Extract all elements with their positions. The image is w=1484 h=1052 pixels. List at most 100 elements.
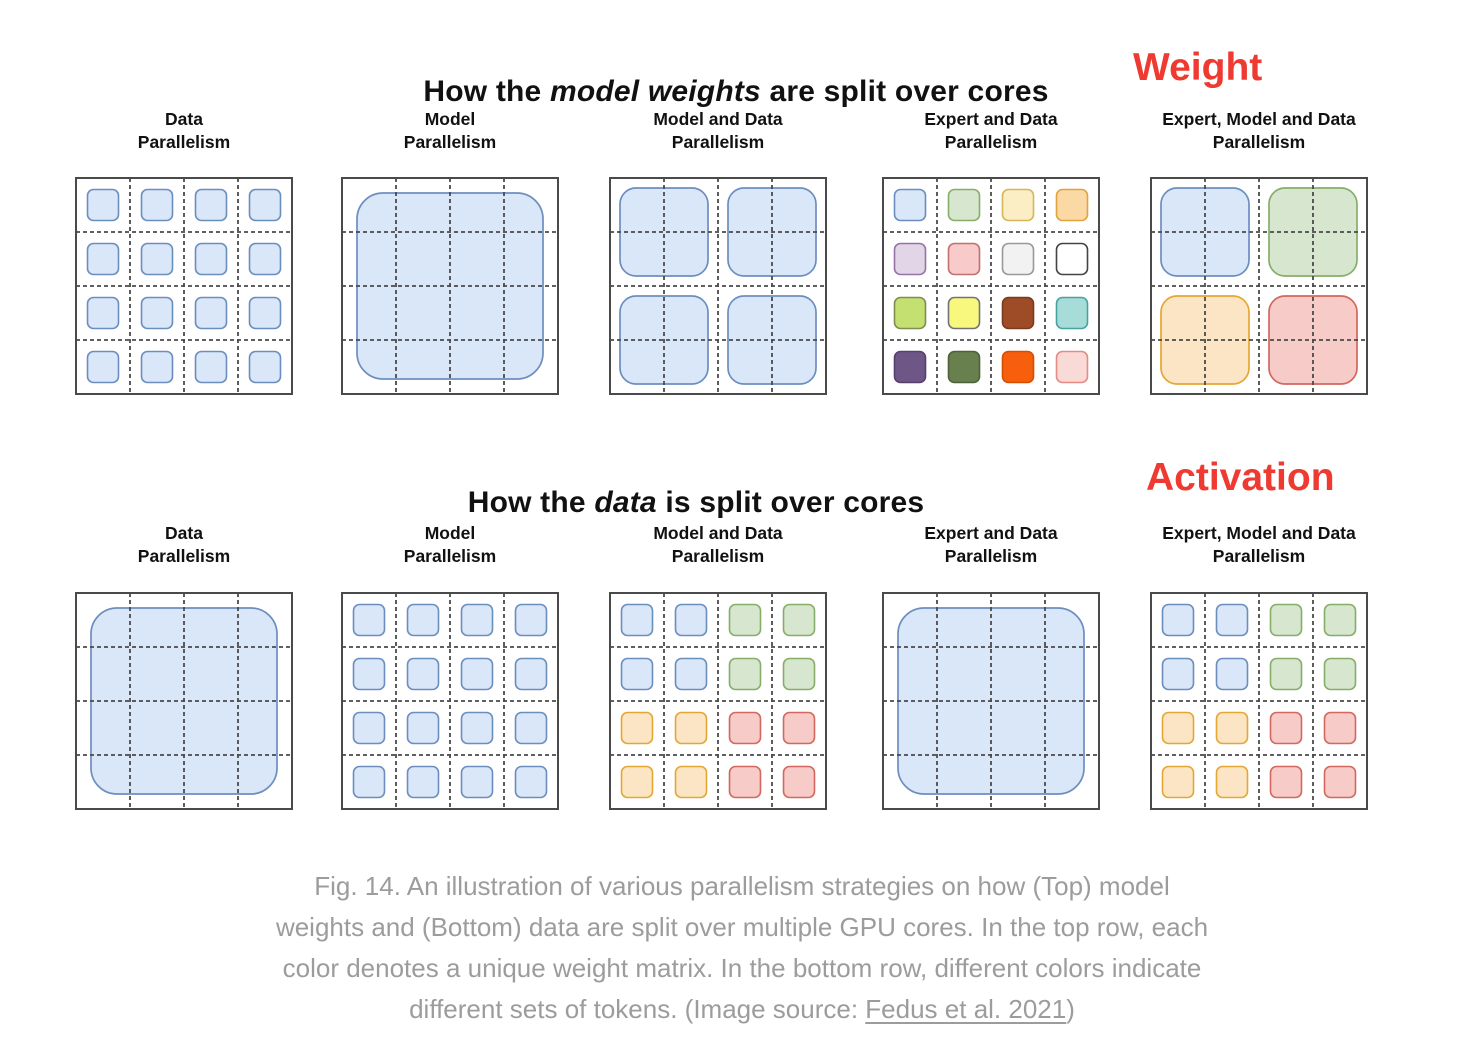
column-label-expert-model-and-data-parallelism: Expert, Model and Data Parallelism [1150, 108, 1368, 177]
core-cell [352, 603, 386, 637]
column-label-line: Expert and Data [924, 523, 1058, 543]
panel-model-and-data-parallelism [609, 177, 827, 395]
core-cell [947, 188, 981, 222]
panel-border [341, 177, 559, 395]
core-cell [1215, 765, 1249, 799]
core-cell [514, 765, 548, 799]
core-cell [140, 350, 174, 384]
core-cell [1161, 603, 1195, 637]
core-cell [893, 296, 927, 330]
column-label-line: Model and Data [653, 523, 783, 543]
weights-section-title: How the model weights are split over cor… [0, 75, 1478, 109]
core-cell [86, 188, 120, 222]
core-cell [1215, 657, 1249, 691]
caption-text: Fig. 14. An illustration of various para… [314, 871, 1170, 901]
core-cell [194, 350, 228, 384]
column-data-parallelism: Data Parallelism [75, 522, 293, 810]
panel-model-and-data-parallelism [609, 592, 827, 810]
core-cell [1001, 350, 1035, 384]
core-cell [248, 350, 282, 384]
core-cell [460, 765, 494, 799]
caption-line: Fig. 14. An illustration of various para… [0, 866, 1484, 907]
column-data-parallelism: Data Parallelism [75, 108, 293, 395]
core-cell [514, 657, 548, 691]
column-label-line: Parallelism [137, 132, 231, 152]
column-model-parallelism: Model Parallelism [341, 108, 559, 395]
title-prefix: How the [423, 74, 550, 108]
core-cell [1161, 657, 1195, 691]
column-label-line: Parallelism [403, 546, 497, 566]
panel-border [75, 177, 293, 395]
core-cell [514, 711, 548, 745]
core-cell [674, 711, 708, 745]
core-cell [86, 350, 120, 384]
column-label-line: Model and Data [653, 109, 783, 129]
caption-text: ) [1066, 994, 1075, 1024]
core-cell [1055, 188, 1089, 222]
core-cell [1269, 657, 1303, 691]
core-cell [1323, 657, 1357, 691]
panel-border [882, 177, 1100, 395]
core-cell [728, 765, 762, 799]
core-cell [1001, 296, 1035, 330]
column-label-expert-model-and-data-parallelism: Expert, Model and Data Parallelism [1150, 522, 1368, 592]
column-label-expert-and-data-parallelism: Expert and Data Parallelism [882, 108, 1100, 177]
core-cell [1269, 765, 1303, 799]
core-cell [514, 603, 548, 637]
core-cell [782, 711, 816, 745]
core-cell [194, 242, 228, 276]
column-label-data-parallelism: Data Parallelism [75, 522, 293, 592]
panel-border [1150, 592, 1368, 810]
core-cell [620, 657, 654, 691]
column-label-data-parallelism: Data Parallelism [75, 108, 293, 177]
caption-text: weights and (Bottom) data are split over… [275, 912, 1209, 942]
activation-label: Activation [1146, 456, 1335, 499]
core-cell [782, 603, 816, 637]
panel-border [609, 177, 827, 395]
core-cell [1215, 603, 1249, 637]
column-label-line: Data [165, 109, 203, 129]
core-cell [194, 188, 228, 222]
core-cell [1323, 765, 1357, 799]
source-link[interactable]: Fedus et al. 2021 [865, 994, 1067, 1024]
core-cell [460, 657, 494, 691]
core-cell [352, 711, 386, 745]
core-cell [1269, 603, 1303, 637]
core-cell [674, 657, 708, 691]
column-label-expert-and-data-parallelism: Expert and Data Parallelism [882, 522, 1100, 592]
caption-line: different sets of tokens. (Image source:… [0, 989, 1484, 1030]
core-cell [140, 188, 174, 222]
column-label-model-parallelism: Model Parallelism [341, 108, 559, 177]
core-cell [620, 765, 654, 799]
core-cell [1001, 242, 1035, 276]
panel-border [75, 592, 293, 810]
core-cell [782, 657, 816, 691]
core-cell [1161, 711, 1195, 745]
core-cell [248, 296, 282, 330]
column-expert-model-and-data-parallelism: Expert, Model and Data Parallelism [1150, 108, 1368, 395]
core-cell [947, 242, 981, 276]
column-label-line: Expert, Model and Data [1162, 109, 1356, 129]
column-label-line: Parallelism [671, 132, 765, 152]
core-cell [140, 296, 174, 330]
core-cell [728, 711, 762, 745]
panel-data-parallelism [75, 177, 293, 395]
column-label-model-and-data-parallelism: Model and Data Parallelism [609, 522, 827, 592]
core-cell [352, 657, 386, 691]
core-cell [674, 603, 708, 637]
column-label-line: Model [424, 523, 476, 543]
core-cell [406, 603, 440, 637]
figure-caption: Fig. 14. An illustration of various para… [0, 866, 1484, 1030]
panel-border [341, 592, 559, 810]
core-cell [947, 296, 981, 330]
panel-expert-model-and-data-parallelism [1150, 177, 1368, 395]
core-cell [1323, 603, 1357, 637]
panel-expert-and-data-parallelism [882, 177, 1100, 395]
column-label-line: Parallelism [403, 132, 497, 152]
panel-expert-and-data-parallelism [882, 592, 1100, 810]
core-cell [460, 603, 494, 637]
core-cell [194, 296, 228, 330]
core-cell [728, 603, 762, 637]
core-cell [460, 711, 494, 745]
